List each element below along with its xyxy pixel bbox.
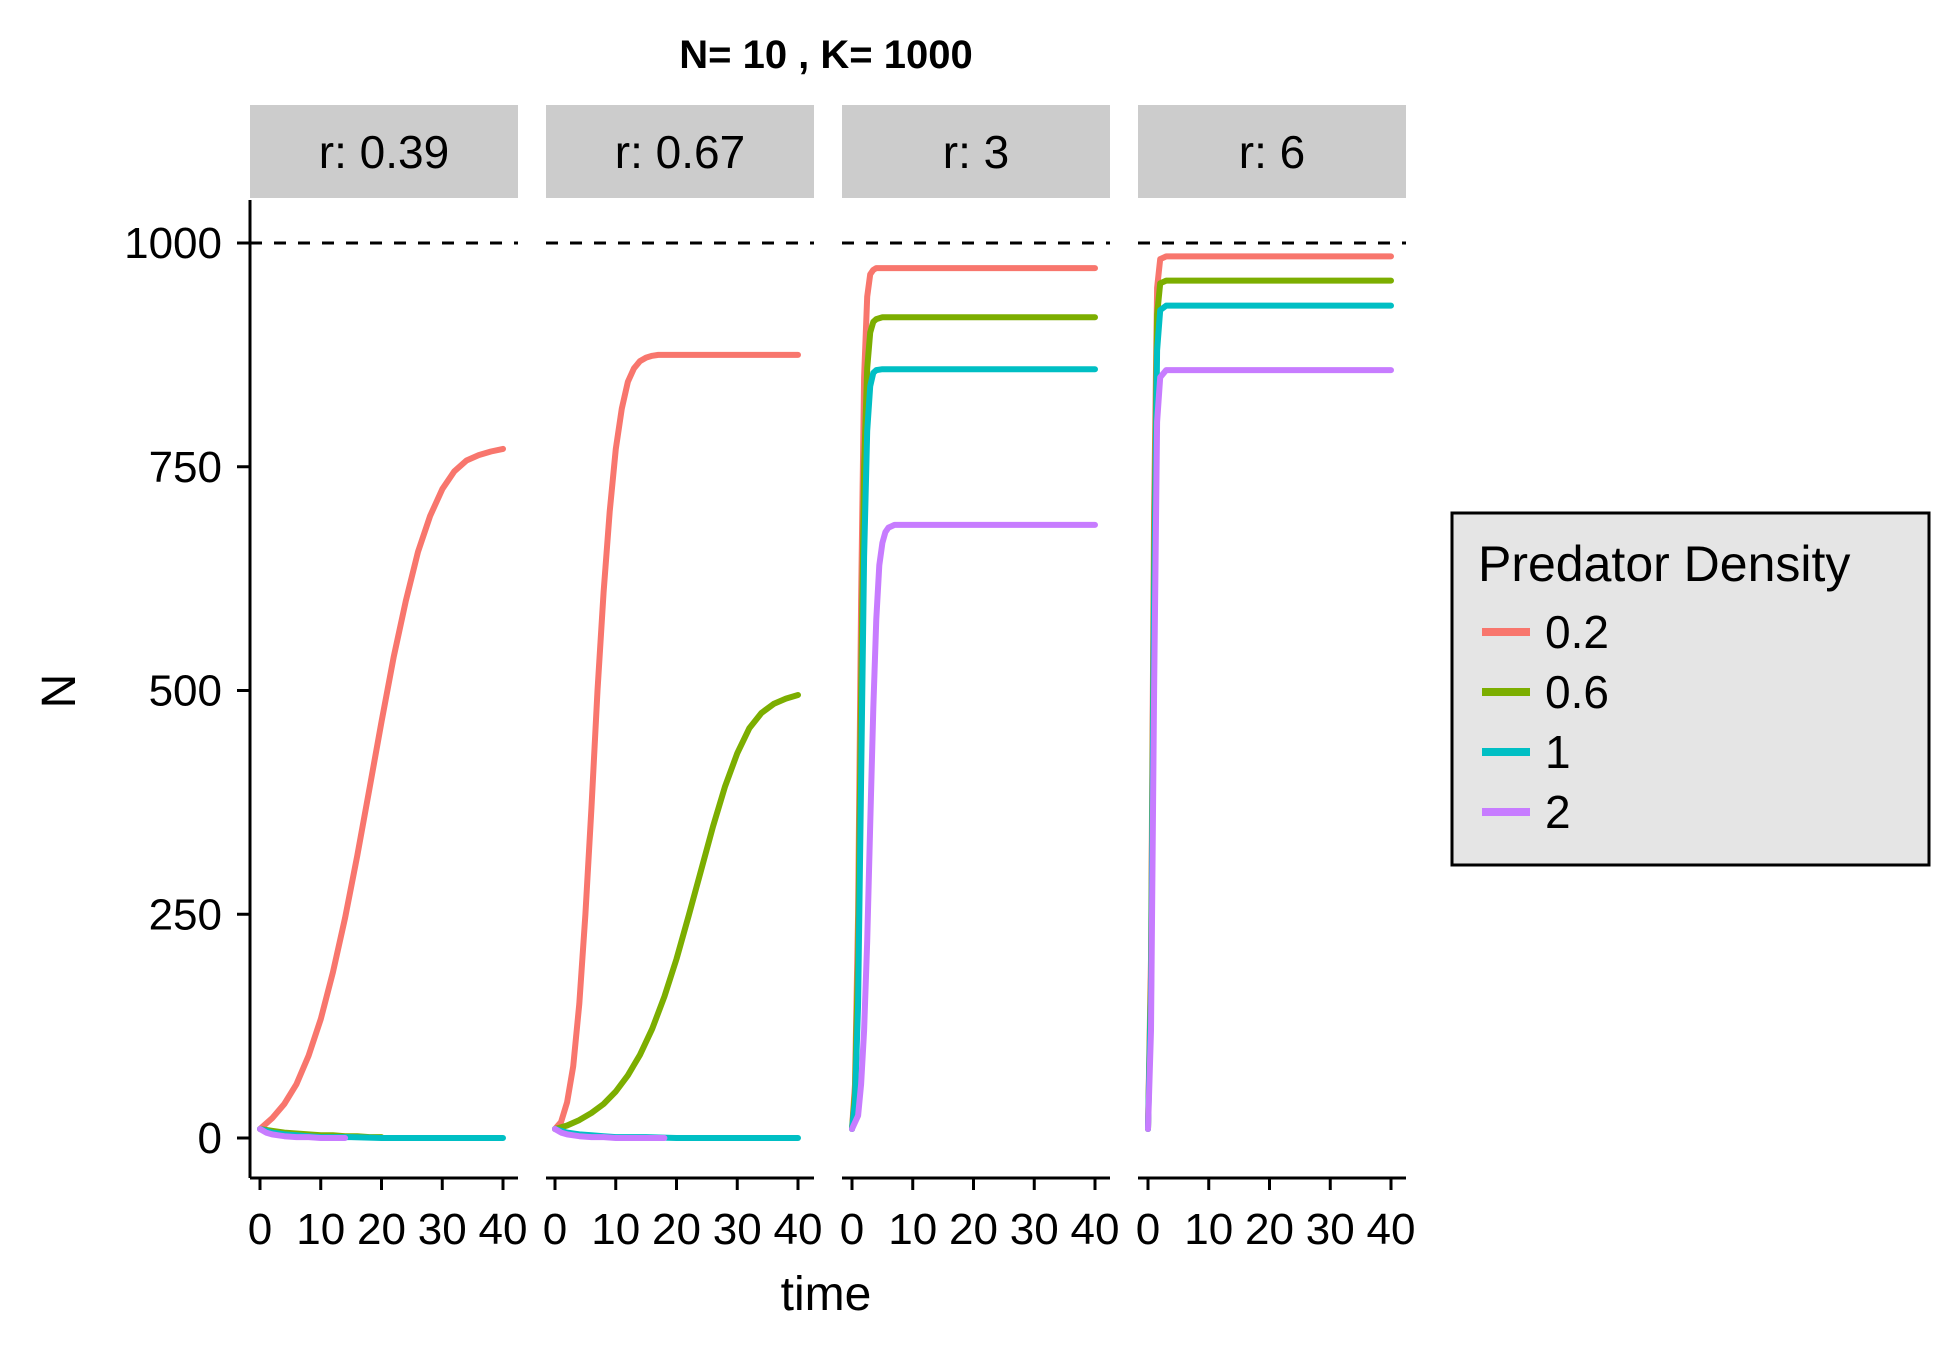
legend-entry: 2 xyxy=(1482,786,1571,838)
facet-strip xyxy=(842,105,1110,198)
y-axis-label: N xyxy=(33,674,86,709)
facet-strip-label: r: 3 xyxy=(943,126,1009,178)
series-line xyxy=(1145,302,1394,1132)
x-tick-label: 20 xyxy=(949,1205,998,1254)
legend-entry: 0.6 xyxy=(1482,666,1609,718)
facet-strip xyxy=(1138,105,1406,198)
series-line xyxy=(1145,277,1394,1132)
legend-entry: 0.2 xyxy=(1482,606,1609,658)
x-tick-label: 10 xyxy=(888,1205,937,1254)
x-tick-label: 30 xyxy=(1010,1205,1059,1254)
facet-strip-label: r: 0.67 xyxy=(615,126,745,178)
series-line xyxy=(849,366,1098,1132)
y-tick-label: 750 xyxy=(149,443,222,492)
legend-entry: 1 xyxy=(1482,726,1571,778)
legend-label: 0.6 xyxy=(1545,666,1609,718)
facet-panel: r: 0.39 0 10 20 30 40 xyxy=(248,105,528,1254)
facet-strip xyxy=(250,105,518,198)
series-line xyxy=(849,265,1098,1132)
facet-panel: r: 3 0 10 20 30 40 xyxy=(840,105,1120,1254)
x-tick-label: 30 xyxy=(713,1205,762,1254)
x-tick-label: 20 xyxy=(652,1205,701,1254)
facet-panel: r: 0.67 0 10 20 30 40 xyxy=(543,105,823,1254)
x-tick-label: 40 xyxy=(1367,1205,1416,1254)
x-tick-label: 10 xyxy=(296,1205,345,1254)
x-tick-label: 0 xyxy=(248,1205,272,1254)
legend-entries: 0.2 0.6 1 2 xyxy=(1482,606,1609,838)
y-tick-label: 250 xyxy=(149,890,222,939)
y-axis: 0 250 500 750 1000 xyxy=(124,200,252,1178)
y-tick-label: 1000 xyxy=(124,219,222,268)
chart-title: N= 10 , K= 1000 xyxy=(679,33,973,77)
series-line xyxy=(1145,367,1394,1132)
legend-box xyxy=(1450,511,1931,867)
series-line xyxy=(257,445,506,1132)
series-line xyxy=(849,521,1098,1132)
legend-label: 0.2 xyxy=(1545,606,1609,658)
x-tick-label: 20 xyxy=(357,1205,406,1254)
x-tick-label: 30 xyxy=(418,1205,467,1254)
x-tick-label: 0 xyxy=(1136,1205,1160,1254)
series-line xyxy=(1145,253,1394,1132)
x-tick-label: 10 xyxy=(591,1205,640,1254)
chart-panels: r: 0.390 10 20 30 40r: 0.670 10 20 30 40r: 30 10 2… xyxy=(248,105,1416,1254)
legend-label: 2 xyxy=(1545,786,1571,838)
facet-strip-label: r: 6 xyxy=(1239,126,1305,178)
x-tick-label: 10 xyxy=(1184,1205,1233,1254)
legend-label: 1 xyxy=(1545,726,1571,778)
series-line xyxy=(552,1126,668,1141)
x-tick-label: 30 xyxy=(1306,1205,1355,1254)
y-tick-label: 0 xyxy=(198,1114,222,1163)
x-tick-label: 40 xyxy=(479,1205,528,1254)
series-line xyxy=(552,351,801,1132)
y-tick-label: 500 xyxy=(149,667,222,716)
x-tick-label: 0 xyxy=(543,1205,567,1254)
legend: Predator Density 0.2 0.6 1 2 xyxy=(1450,511,1931,867)
x-tick-label: 0 xyxy=(840,1205,864,1254)
facet-panel: r: 6 0 10 20 30 40 xyxy=(1136,105,1416,1254)
series-line xyxy=(552,692,801,1132)
x-tick-label: 20 xyxy=(1245,1205,1294,1254)
series-line xyxy=(849,314,1098,1132)
series-line xyxy=(257,1126,349,1141)
x-tick-label: 40 xyxy=(1071,1205,1120,1254)
x-tick-label: 40 xyxy=(774,1205,823,1254)
x-axis-label: time xyxy=(781,1268,872,1321)
legend-title: Predator Density xyxy=(1478,536,1850,592)
facet-strip xyxy=(546,105,814,198)
facet-strip-label: r: 0.39 xyxy=(319,126,449,178)
